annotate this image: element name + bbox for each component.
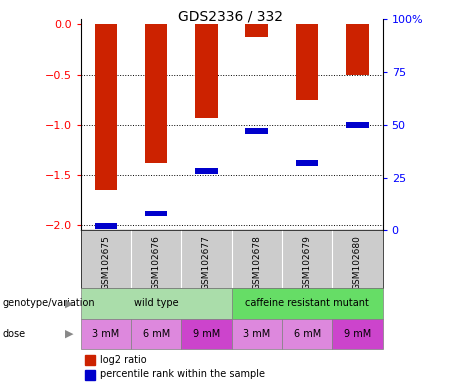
Bar xyxy=(181,319,231,349)
Text: 9 mM: 9 mM xyxy=(193,329,220,339)
Bar xyxy=(95,24,117,190)
Text: 3 mM: 3 mM xyxy=(92,329,119,339)
Text: 6 mM: 6 mM xyxy=(294,329,321,339)
Bar xyxy=(145,211,167,216)
Bar xyxy=(296,24,319,100)
Text: ▶: ▶ xyxy=(65,329,74,339)
Bar xyxy=(282,319,332,349)
Bar xyxy=(131,319,181,349)
Bar xyxy=(346,122,369,127)
Text: log2 ratio: log2 ratio xyxy=(100,355,147,365)
Text: wild type: wild type xyxy=(134,298,178,308)
Text: dose: dose xyxy=(2,329,25,339)
Bar xyxy=(231,319,282,349)
Text: GSM102676: GSM102676 xyxy=(152,235,161,290)
Text: percentile rank within the sample: percentile rank within the sample xyxy=(100,369,265,379)
Text: caffeine resistant mutant: caffeine resistant mutant xyxy=(245,298,369,308)
Bar xyxy=(231,288,383,319)
Bar xyxy=(195,24,218,118)
Text: GSM102680: GSM102680 xyxy=(353,235,362,290)
Text: genotype/variation: genotype/variation xyxy=(2,298,95,308)
Text: 6 mM: 6 mM xyxy=(142,329,170,339)
Text: GSM102678: GSM102678 xyxy=(252,235,261,290)
Text: 3 mM: 3 mM xyxy=(243,329,271,339)
Bar xyxy=(81,319,131,349)
Text: 9 mM: 9 mM xyxy=(344,329,371,339)
Bar xyxy=(332,319,383,349)
Text: GDS2336 / 332: GDS2336 / 332 xyxy=(178,10,283,23)
Bar xyxy=(346,24,369,74)
Text: GSM102677: GSM102677 xyxy=(202,235,211,290)
Bar xyxy=(81,288,231,319)
Bar xyxy=(246,128,268,134)
Text: GSM102679: GSM102679 xyxy=(302,235,312,290)
Bar xyxy=(95,223,117,229)
Bar xyxy=(246,24,268,37)
Bar xyxy=(296,160,319,166)
Text: GSM102675: GSM102675 xyxy=(101,235,110,290)
Bar xyxy=(195,169,218,174)
Bar xyxy=(145,24,167,163)
Text: ▶: ▶ xyxy=(65,298,74,308)
